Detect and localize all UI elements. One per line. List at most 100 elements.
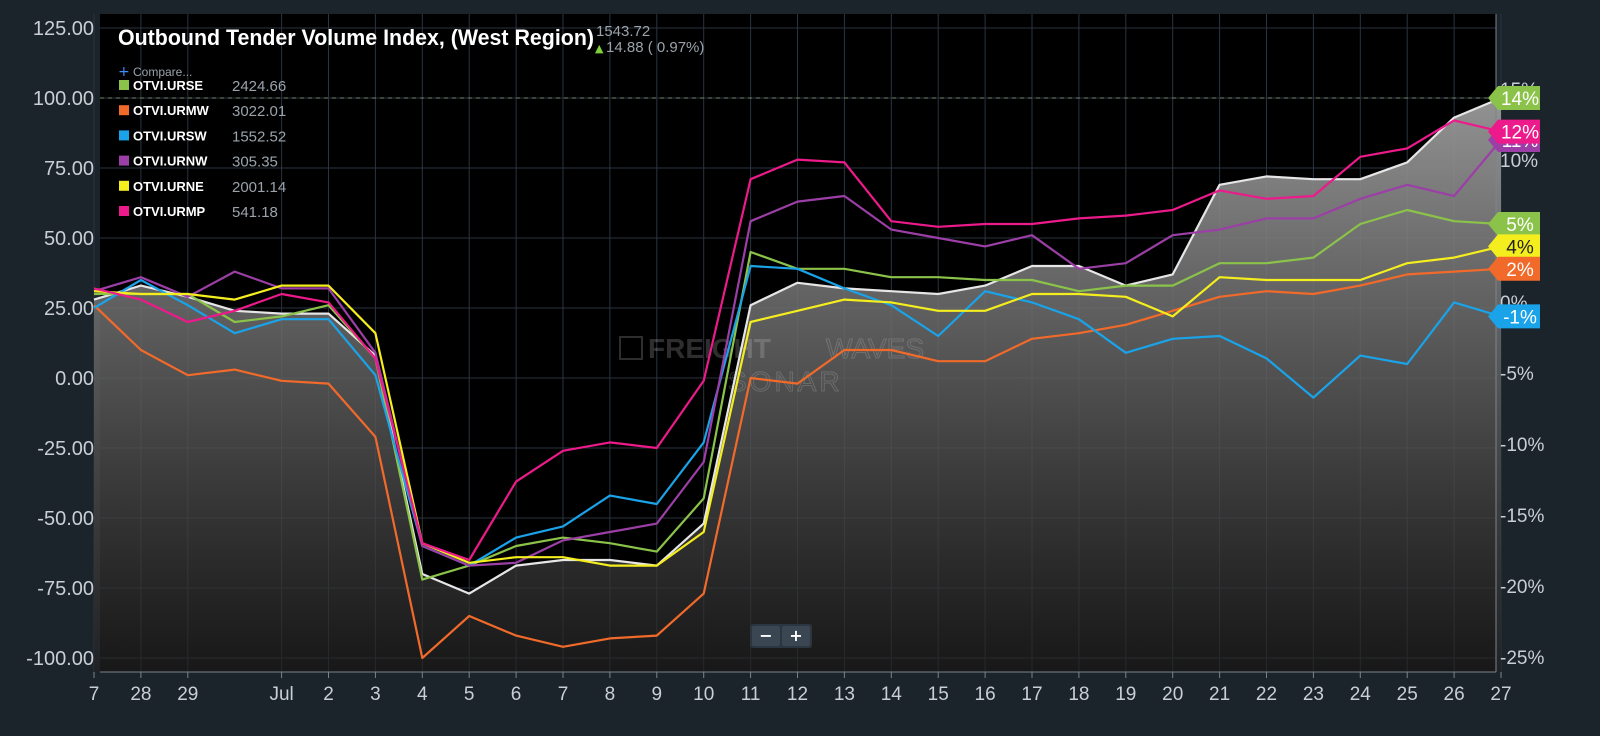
left-tick-label: 50.00 xyxy=(44,228,94,250)
otvi-urse-end-label-flag xyxy=(1488,212,1540,236)
x-tick-label: Jul xyxy=(269,684,293,705)
x-tick-label: 21 xyxy=(1209,684,1230,705)
otvi-end-label: 14% xyxy=(1488,86,1540,110)
left-tick-label: 100.00 xyxy=(33,88,94,110)
legend-item: OTVI.URMP 541.18 xyxy=(119,204,278,221)
watermark-waves: WAVES xyxy=(826,333,924,364)
legend-item: OTVI.URMW 3022.01 xyxy=(119,103,286,120)
legend-code: OTVI.URNW xyxy=(133,154,208,169)
legend-item: OTVI.URNW 305.35 xyxy=(119,154,278,171)
otvi-ursw-line xyxy=(93,264,1502,567)
last-value: 1543.72 xyxy=(596,23,650,40)
otvi-end-label-text: 14% xyxy=(1501,89,1539,110)
x-tick-label: 7 xyxy=(558,684,569,705)
x-tick-label: 2 xyxy=(323,684,334,705)
left-axis: 125.00 100.00 75.00 50.00 25.00 0.00 -25.00 -50… xyxy=(26,18,94,670)
x-tick-label: 13 xyxy=(834,684,855,705)
legend-swatch xyxy=(119,80,129,90)
plus-icon: + xyxy=(118,64,130,80)
right-tick-label: -10% xyxy=(1500,435,1544,456)
legend-value: 1552.52 xyxy=(232,128,286,145)
otvi-ursw-end-label-text: -1% xyxy=(1503,307,1537,328)
right-tick-label: -5% xyxy=(1500,364,1534,385)
otvi-urse-end-label: 5% xyxy=(1488,212,1540,236)
right-tick-label: -20% xyxy=(1500,577,1544,598)
x-tick-label: 27 xyxy=(1490,684,1511,705)
left-tick-label: 125.00 xyxy=(33,18,94,40)
otvi-urse-end-label-text: 5% xyxy=(1506,215,1534,236)
x-tick-label: 23 xyxy=(1303,684,1324,705)
zoom-out-button[interactable]: − xyxy=(752,626,780,646)
x-tick-label: 12 xyxy=(787,684,808,705)
area-layer xyxy=(94,98,1501,672)
compare-button[interactable]: + Compare... xyxy=(118,64,192,80)
otvi-urmw-end-label-flag xyxy=(1488,256,1540,281)
change-value: 14.88 ( 0.97%) xyxy=(606,39,704,56)
zoom-out-bg xyxy=(752,626,780,646)
legend-code: OTVI.URNE xyxy=(133,179,204,194)
line-chart: FREIGHT WAVES SONAR 125.00100.0075.0050.… xyxy=(26,14,1544,705)
x-tick-label: 25 xyxy=(1397,684,1418,705)
otvi-ursw-end-label: -1% xyxy=(1488,304,1540,329)
watermark-logo-icon xyxy=(619,336,643,360)
otvi-area xyxy=(94,98,1501,672)
right-tick-label: -25% xyxy=(1500,648,1544,669)
legend-code: OTVI.URMP xyxy=(133,204,206,219)
legend-item: OTVI.URSW 1552.52 xyxy=(119,128,286,145)
x-tick-label: 18 xyxy=(1068,684,1089,705)
legend-value: 2001.14 xyxy=(232,179,286,196)
right-tick-label: -15% xyxy=(1500,506,1544,527)
x-tick-label: 17 xyxy=(1021,684,1042,705)
x-tick-label: 4 xyxy=(417,684,428,705)
x-tick-label: 8 xyxy=(605,684,616,705)
otvi-urmp-end-label-flag xyxy=(1488,119,1540,144)
x-tick-label: 6 xyxy=(511,684,522,705)
left-tick-label: -100.00 xyxy=(26,648,94,670)
x-tick-label: 24 xyxy=(1350,684,1372,705)
x-tick-label: 28 xyxy=(130,684,151,705)
x-tick-label: 11 xyxy=(741,684,761,705)
x-tick-label: 10 xyxy=(693,684,714,705)
chart-title: Outbound Tender Volume Index, (West Regi… xyxy=(118,25,594,50)
otvi-ursw-end-label-flag xyxy=(1488,304,1540,329)
x-tick-label: 26 xyxy=(1444,684,1465,705)
otvi-urne-end-label-text: 4% xyxy=(1506,237,1534,258)
zoom-in-button[interactable]: + xyxy=(782,626,810,646)
legend-value: 3022.01 xyxy=(232,103,286,120)
x-tick-label: 20 xyxy=(1162,684,1183,705)
legend: OTVI.URSE 2424.66 OTVI.URMW 3022.01 OTVI.URS… xyxy=(119,78,286,221)
legend-code: OTVI.URMW xyxy=(133,103,210,118)
otvi-urne-end-label-flag xyxy=(1488,234,1540,259)
otvi-urne-end-label: 4% xyxy=(1488,234,1540,259)
legend-swatch xyxy=(119,130,129,141)
x-tick-label: 16 xyxy=(975,684,996,705)
compare-label: Compare... xyxy=(133,65,192,79)
legend-value: 2424.66 xyxy=(232,78,286,95)
legend-swatch xyxy=(119,155,129,166)
minus-icon: − xyxy=(759,626,772,645)
left-tick-label: 75.00 xyxy=(44,158,94,180)
plus-icon: + xyxy=(789,626,802,645)
x-axis: 7 28 29 Jul 2 3 4 5 6 7 8 9 10 11 12 13 14 15 16 17 18 19 20 21… xyxy=(89,671,1512,705)
zoom-in-bg xyxy=(782,626,810,646)
left-tick-label: -50.00 xyxy=(37,508,94,530)
otvi-urnw-line xyxy=(93,139,1502,567)
legend-code: OTVI.URSE xyxy=(133,78,203,93)
legend-item: OTVI.URNE 2001.14 xyxy=(119,179,286,196)
x-tick-label: 14 xyxy=(881,684,903,705)
end-labels: 11%14%12%5%4%2%-1% xyxy=(1488,86,1540,329)
x-tick-label: 7 xyxy=(89,684,100,705)
legend-item: OTVI.URSE 2424.66 xyxy=(119,78,286,95)
otvi-urmp-end-label: 12% xyxy=(1488,119,1540,144)
x-tick-label: 29 xyxy=(177,684,198,705)
series-layer xyxy=(93,96,1502,660)
otvi-urmw-end-label-text: 2% xyxy=(1506,260,1534,281)
x-tick-label: 19 xyxy=(1115,684,1136,705)
zoom-controls: − + xyxy=(750,624,812,648)
right-axis: 15%10%5%0%-5%-10%-15%-20%-25% xyxy=(1495,14,1544,672)
otvi-urmw-end-label: 2% xyxy=(1488,256,1540,281)
legend-code: OTVI.URSW xyxy=(133,128,207,143)
left-tick-label: 25.00 xyxy=(44,298,94,320)
legend-value: 305.35 xyxy=(232,154,278,171)
